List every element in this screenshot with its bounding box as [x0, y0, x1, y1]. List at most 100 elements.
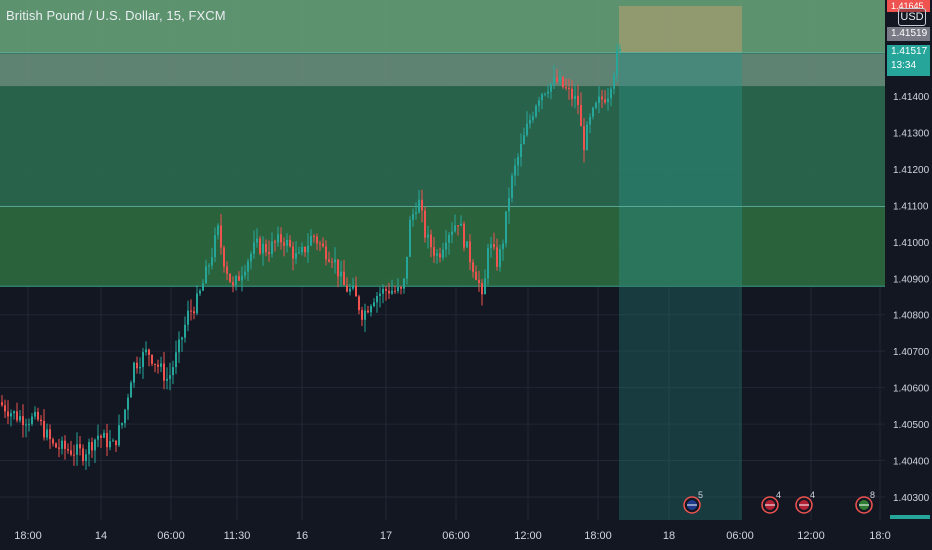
- candle[interactable]: [28, 418, 30, 432]
- candle[interactable]: [184, 316, 186, 343]
- candle[interactable]: [145, 341, 147, 356]
- candle[interactable]: [583, 118, 585, 163]
- candle[interactable]: [253, 230, 255, 259]
- candle[interactable]: [226, 261, 228, 281]
- candle[interactable]: [475, 265, 477, 281]
- candle[interactable]: [220, 214, 222, 255]
- candle[interactable]: [370, 304, 372, 317]
- candle[interactable]: [355, 276, 357, 297]
- candle[interactable]: [298, 246, 300, 255]
- candle[interactable]: [538, 96, 540, 113]
- candle[interactable]: [487, 243, 489, 285]
- candle[interactable]: [520, 133, 522, 167]
- candle[interactable]: [577, 84, 579, 115]
- candle[interactable]: [280, 227, 282, 250]
- candle[interactable]: [619, 44, 621, 55]
- candle[interactable]: [70, 440, 72, 457]
- candle[interactable]: [304, 246, 306, 257]
- candle[interactable]: [82, 444, 84, 466]
- candle[interactable]: [346, 277, 348, 293]
- candle[interactable]: [124, 408, 126, 428]
- candle[interactable]: [244, 264, 246, 280]
- candle[interactable]: [106, 423, 108, 457]
- event-marker-us[interactable]: 4: [761, 490, 781, 514]
- candle[interactable]: [457, 225, 459, 236]
- candle[interactable]: [49, 424, 51, 449]
- candle[interactable]: [283, 237, 285, 257]
- currency-badge[interactable]: USD: [898, 8, 926, 26]
- candle[interactable]: [148, 348, 150, 367]
- candle[interactable]: [112, 438, 114, 442]
- candle[interactable]: [529, 114, 531, 129]
- candle[interactable]: [595, 101, 597, 110]
- candle[interactable]: [406, 256, 408, 285]
- candle[interactable]: [79, 435, 81, 456]
- candle[interactable]: [229, 273, 231, 283]
- candle[interactable]: [241, 266, 243, 292]
- candle[interactable]: [292, 241, 294, 271]
- candle[interactable]: [403, 277, 405, 294]
- candle[interactable]: [250, 251, 252, 270]
- candle[interactable]: [412, 208, 414, 227]
- candle[interactable]: [499, 244, 501, 272]
- candle[interactable]: [271, 232, 273, 258]
- candle[interactable]: [343, 259, 345, 286]
- candle[interactable]: [523, 127, 525, 145]
- candle[interactable]: [364, 303, 366, 332]
- candle[interactable]: [481, 279, 483, 306]
- candle[interactable]: [109, 430, 111, 451]
- candle[interactable]: [61, 436, 63, 455]
- candle[interactable]: [73, 444, 75, 466]
- candle[interactable]: [76, 432, 78, 466]
- candle[interactable]: [556, 69, 558, 84]
- candle[interactable]: [7, 400, 9, 424]
- candle[interactable]: [484, 269, 486, 295]
- candle[interactable]: [166, 367, 168, 390]
- candle[interactable]: [373, 298, 375, 308]
- event-marker-globe[interactable]: 8: [855, 490, 875, 514]
- candle[interactable]: [592, 106, 594, 120]
- candle[interactable]: [160, 356, 162, 373]
- candle[interactable]: [247, 258, 249, 282]
- candle[interactable]: [316, 233, 318, 251]
- candle[interactable]: [598, 86, 600, 114]
- candle[interactable]: [367, 306, 369, 314]
- candle[interactable]: [46, 423, 48, 441]
- candle[interactable]: [574, 84, 576, 109]
- candle[interactable]: [349, 283, 351, 296]
- candle[interactable]: [493, 232, 495, 251]
- candle[interactable]: [295, 241, 297, 265]
- candle[interactable]: [223, 245, 225, 273]
- candle[interactable]: [445, 230, 447, 258]
- candle[interactable]: [337, 259, 339, 288]
- candle[interactable]: [43, 409, 45, 441]
- candle[interactable]: [19, 409, 21, 423]
- candle[interactable]: [352, 277, 354, 291]
- candle[interactable]: [307, 233, 309, 263]
- candle[interactable]: [169, 362, 171, 391]
- candle[interactable]: [22, 404, 24, 438]
- candle[interactable]: [553, 65, 555, 89]
- candle[interactable]: [268, 240, 270, 262]
- candle[interactable]: [610, 86, 612, 107]
- candle[interactable]: [550, 82, 552, 100]
- candle[interactable]: [193, 306, 195, 320]
- candle[interactable]: [430, 229, 432, 258]
- candle[interactable]: [217, 223, 219, 240]
- candle[interactable]: [376, 292, 378, 313]
- candle[interactable]: [586, 121, 588, 151]
- candle[interactable]: [388, 282, 390, 299]
- price-axis[interactable]: [885, 0, 932, 520]
- candle[interactable]: [322, 237, 324, 248]
- candle[interactable]: [286, 233, 288, 253]
- candle[interactable]: [175, 340, 177, 375]
- candle[interactable]: [136, 356, 138, 374]
- candle[interactable]: [544, 92, 546, 97]
- candle[interactable]: [64, 435, 66, 460]
- candle[interactable]: [208, 263, 210, 275]
- candle[interactable]: [256, 228, 258, 248]
- candle[interactable]: [451, 222, 453, 244]
- candle[interactable]: [541, 92, 543, 110]
- candle[interactable]: [325, 240, 327, 266]
- candle[interactable]: [4, 399, 6, 418]
